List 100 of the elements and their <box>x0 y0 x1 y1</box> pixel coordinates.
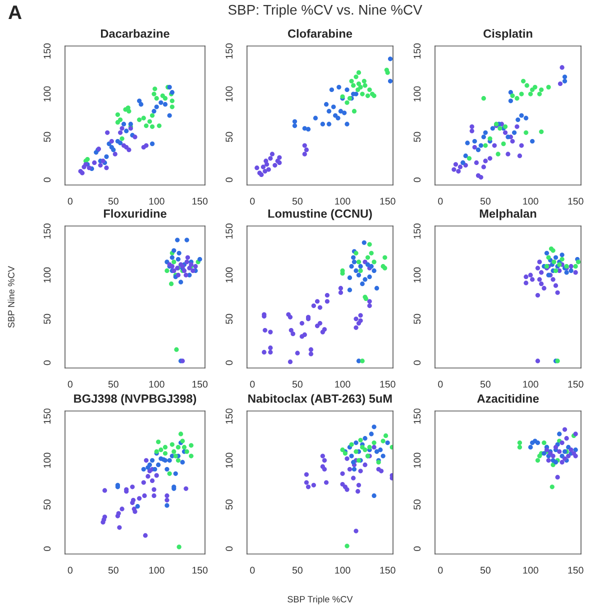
point <box>130 498 136 502</box>
point <box>374 449 380 454</box>
point <box>288 314 293 320</box>
point <box>306 484 311 490</box>
point <box>318 320 322 326</box>
point <box>117 525 122 530</box>
point <box>156 440 161 444</box>
y-tick-label: 100 <box>226 452 233 468</box>
point <box>184 486 188 491</box>
point <box>154 473 159 478</box>
point <box>506 152 510 156</box>
point <box>568 264 574 269</box>
point <box>358 268 363 274</box>
point <box>152 92 156 96</box>
point <box>170 98 174 104</box>
point <box>356 70 362 75</box>
point <box>150 124 155 129</box>
point <box>198 257 202 262</box>
point <box>362 83 368 88</box>
point <box>156 462 161 468</box>
x-tick-label: 100 <box>149 198 164 205</box>
point <box>552 260 556 264</box>
point <box>358 313 363 318</box>
point <box>385 440 390 446</box>
point <box>539 270 544 275</box>
x-tick-label: 100 <box>523 566 538 574</box>
point <box>144 123 149 128</box>
point <box>566 444 571 450</box>
point <box>147 119 152 124</box>
chart-title: Nabitoclax (ABT-263) 5uM <box>248 394 392 406</box>
point <box>154 96 159 101</box>
x-tick-label: 150 <box>568 380 584 388</box>
point <box>268 156 273 161</box>
point <box>358 468 363 474</box>
point <box>173 471 178 476</box>
x-tick-label: 0 <box>438 380 443 388</box>
x-tick-label: 50 <box>292 198 302 205</box>
point <box>141 116 146 120</box>
y-tick-label: 100 <box>44 267 51 282</box>
point <box>292 123 298 128</box>
point <box>354 316 358 322</box>
point <box>470 124 474 129</box>
y-tick-label: 150 <box>226 224 233 239</box>
point <box>141 144 146 150</box>
point <box>331 104 336 110</box>
point <box>352 260 357 264</box>
point <box>367 87 372 92</box>
point <box>380 438 386 444</box>
point <box>352 466 357 472</box>
point <box>576 260 581 264</box>
point <box>172 248 176 253</box>
point <box>290 332 296 336</box>
point <box>193 264 198 269</box>
point <box>170 264 174 269</box>
point <box>349 454 354 458</box>
point <box>354 449 358 454</box>
point <box>349 78 354 84</box>
point <box>452 167 456 172</box>
y-tick-label: 50 <box>44 132 51 142</box>
point <box>542 451 546 456</box>
point <box>367 303 372 308</box>
point <box>270 152 275 156</box>
point <box>360 444 365 450</box>
point <box>295 350 300 356</box>
point <box>178 432 184 436</box>
point <box>372 268 376 274</box>
point <box>490 126 495 131</box>
point <box>302 332 307 337</box>
point <box>463 154 468 158</box>
point <box>154 104 159 110</box>
point <box>558 81 563 86</box>
point <box>164 493 170 498</box>
x-axis-title: SBP Triple %CV <box>288 596 353 604</box>
point <box>354 440 358 446</box>
point <box>537 92 542 96</box>
point <box>322 458 327 463</box>
y-tick-label: 0 <box>226 546 233 552</box>
point <box>483 130 488 135</box>
chart-title: Lomustine (CCNU) <box>268 209 372 220</box>
point <box>184 272 188 278</box>
point <box>118 117 123 122</box>
point <box>508 90 514 95</box>
point <box>288 328 294 333</box>
point <box>347 275 352 280</box>
point <box>358 438 363 442</box>
point <box>152 86 158 92</box>
point <box>174 347 179 352</box>
point <box>476 148 481 152</box>
point <box>351 476 356 480</box>
point <box>132 134 138 140</box>
point <box>342 110 347 116</box>
point <box>517 154 522 158</box>
point <box>344 87 350 92</box>
point <box>557 449 562 454</box>
point <box>349 442 354 447</box>
point <box>360 92 365 96</box>
point <box>277 155 282 160</box>
point <box>535 458 540 463</box>
point <box>272 162 278 168</box>
point <box>188 443 194 448</box>
